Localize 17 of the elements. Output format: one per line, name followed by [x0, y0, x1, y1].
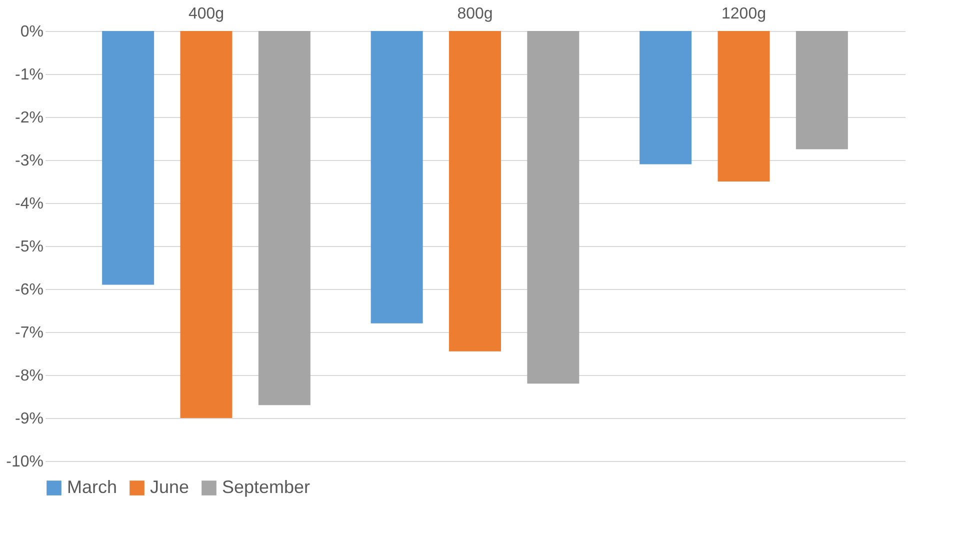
- y-tick-label: -5%: [15, 238, 44, 256]
- y-tick-label: -4%: [15, 196, 44, 212]
- y-tick-label: -1%: [15, 66, 44, 84]
- y-tick-label: 0%: [20, 24, 44, 40]
- y-tick-label: -6%: [15, 282, 44, 298]
- y-tick-label: -2%: [15, 110, 44, 126]
- y-tick-label: -9%: [15, 410, 44, 428]
- legend-label: March: [67, 477, 118, 497]
- y-tick-label: -10%: [6, 454, 44, 470]
- y-tick-label: -7%: [15, 324, 44, 342]
- y-tick-label: -8%: [15, 368, 44, 384]
- legend-label: September: [222, 477, 310, 497]
- x-tick-label: 1200g: [722, 6, 766, 22]
- x-tick-label: 800g: [457, 6, 493, 22]
- legend-label: June: [150, 477, 190, 497]
- y-tick-label: -3%: [15, 152, 44, 170]
- x-tick-label: 400g: [188, 6, 224, 22]
